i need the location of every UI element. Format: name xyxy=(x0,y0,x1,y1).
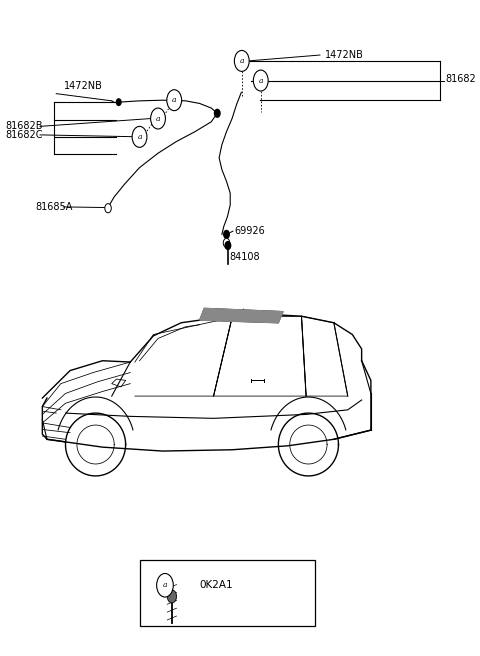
Text: a: a xyxy=(163,581,167,589)
Bar xyxy=(140,560,315,626)
Text: 81682: 81682 xyxy=(445,74,476,84)
Circle shape xyxy=(167,90,181,111)
Circle shape xyxy=(168,590,177,603)
Text: a: a xyxy=(259,77,263,85)
Circle shape xyxy=(151,108,166,129)
Text: a: a xyxy=(240,57,244,65)
Text: 81685A: 81685A xyxy=(36,202,73,212)
Text: a: a xyxy=(156,115,160,123)
Text: 69926: 69926 xyxy=(234,226,265,236)
Polygon shape xyxy=(200,308,283,323)
Text: 1472NB: 1472NB xyxy=(324,50,363,60)
Circle shape xyxy=(215,110,220,117)
Circle shape xyxy=(116,99,121,106)
Circle shape xyxy=(224,230,229,238)
Text: 81682C: 81682C xyxy=(5,130,43,140)
Circle shape xyxy=(156,573,173,597)
Circle shape xyxy=(237,58,241,64)
Text: 0K2A1: 0K2A1 xyxy=(200,581,233,590)
Text: a: a xyxy=(137,133,142,141)
Text: a: a xyxy=(172,96,177,104)
Circle shape xyxy=(253,70,268,91)
Text: 1472NB: 1472NB xyxy=(64,81,103,91)
Circle shape xyxy=(223,238,230,247)
Text: 84108: 84108 xyxy=(230,253,260,262)
Text: 81682B: 81682B xyxy=(5,121,43,131)
Circle shape xyxy=(105,203,111,213)
Circle shape xyxy=(132,127,147,148)
Circle shape xyxy=(225,241,231,249)
Circle shape xyxy=(234,51,249,72)
